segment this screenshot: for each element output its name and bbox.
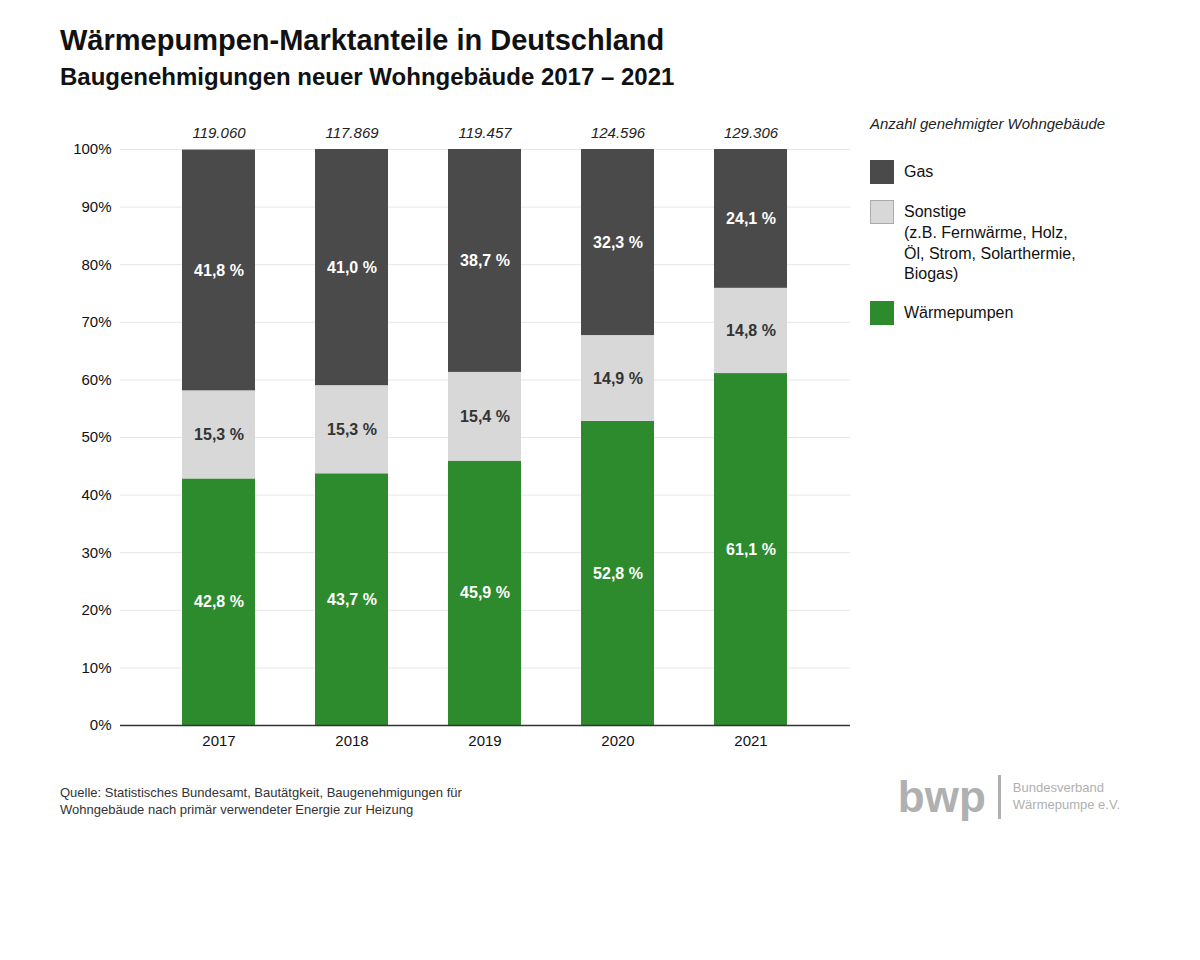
svg-text:119.457: 119.457 — [458, 124, 512, 141]
html-text:Baugenehmigungen neuer Wohngeb: Baugenehmigungen neuer Wohngebäude 2017 … — [60, 63, 675, 90]
svg-text:24,1 %: 24,1 % — [726, 210, 776, 227]
svg-text:43,7 %: 43,7 % — [327, 591, 377, 608]
svg-text:50%: 50% — [81, 428, 111, 445]
html-text:Sonstige (z.B. Fernwärme, Holz: Sonstige (z.B. Fernwärme, Holz, Öl, Stro… — [904, 203, 1076, 283]
svg-text:10%: 10% — [81, 659, 111, 676]
html-text:Bundesverband Wärmepumpe e.V.: Bundesverband Wärmepumpe e.V. — [1012, 780, 1120, 812]
svg-text:41,8 %: 41,8 % — [194, 262, 244, 279]
svg-text:14,9 %: 14,9 % — [593, 370, 643, 387]
svg-text:2019: 2019 — [468, 732, 501, 749]
html-text:Anzahl genehmigter Wohngebäude: Anzahl genehmigter Wohngebäude — [870, 115, 1106, 132]
html-text:Gas: Gas — [904, 163, 934, 180]
svg-text:119.060: 119.060 — [192, 124, 246, 141]
svg-text:124.596: 124.596 — [591, 124, 646, 141]
svg-text:14,8 %: 14,8 % — [726, 322, 776, 339]
svg-text:61,1 %: 61,1 % — [726, 541, 776, 558]
svg-text:117.869: 117.869 — [325, 124, 379, 141]
svg-text:129.306: 129.306 — [724, 124, 779, 141]
svg-text:32,3 %: 32,3 % — [593, 234, 643, 251]
svg-text:2017: 2017 — [202, 732, 235, 749]
svg-text:15,4 %: 15,4 % — [460, 408, 510, 425]
svg-text:30%: 30% — [81, 544, 111, 561]
svg-text:42,8 %: 42,8 % — [194, 593, 244, 610]
html-text:Wärmepumpen-Marktanteile in De: Wärmepumpen-Marktanteile in Deutschland — [60, 24, 665, 56]
svg-text:38,7 %: 38,7 % — [460, 252, 510, 269]
svg-text:52,8 %: 52,8 % — [593, 565, 643, 582]
html-text:Wärmepumpen: Wärmepumpen — [904, 304, 1014, 322]
html-text:Quelle: Statistisches Bundesam: Quelle: Statistisches Bundesamt, Bautätg… — [60, 784, 462, 818]
svg-text:15,3 %: 15,3 % — [194, 426, 244, 443]
svg-text:100%: 100% — [73, 140, 111, 157]
svg-text:15,3 %: 15,3 % — [327, 421, 377, 438]
svg-text:40%: 40% — [81, 486, 111, 503]
svg-text:2018: 2018 — [335, 732, 368, 749]
svg-text:20%: 20% — [81, 601, 111, 618]
svg-text:2020: 2020 — [601, 732, 634, 749]
svg-text:45,9 %: 45,9 % — [460, 584, 510, 601]
html-text:bwp: bwp — [897, 772, 986, 821]
svg-text:90%: 90% — [81, 198, 111, 215]
svg-text:70%: 70% — [81, 313, 111, 330]
svg-text:80%: 80% — [81, 256, 111, 273]
svg-text:2021: 2021 — [734, 732, 767, 749]
svg-text:0%: 0% — [90, 716, 112, 733]
svg-text:41,0 %: 41,0 % — [327, 259, 377, 276]
svg-text:60%: 60% — [81, 371, 111, 388]
